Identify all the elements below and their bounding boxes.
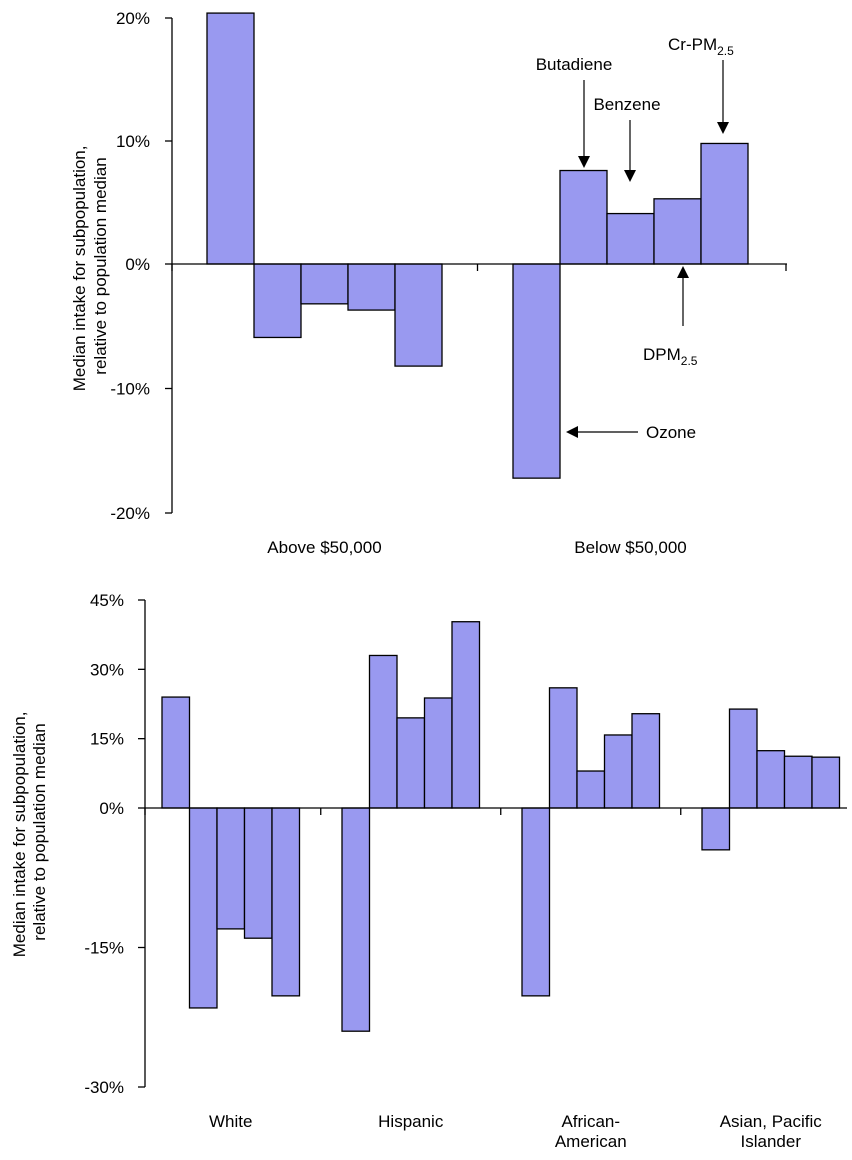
y-tick-label: 45% — [90, 591, 124, 610]
bar — [188, 807, 218, 1009]
category-label: White — [209, 1112, 252, 1131]
annotation-cr-pm25: Cr-PM2.5 — [668, 35, 734, 134]
bar — [271, 807, 301, 997]
bar — [451, 621, 481, 809]
annotation-ozone-label: Ozone — [646, 423, 696, 442]
annotation-butadiene: Butadiene — [536, 55, 613, 168]
annotation-benzene-label: Benzene — [593, 95, 660, 114]
y-tick-label: -20% — [110, 504, 150, 523]
annotation-ozone: Ozone — [566, 423, 696, 442]
cr-pm-text: Cr-PM — [668, 35, 717, 54]
bar — [243, 807, 273, 939]
income-category-labels: Above $50,000 Below $50,000 — [267, 538, 686, 557]
y-tick-label: 30% — [90, 660, 124, 679]
bar — [811, 756, 841, 809]
bar — [347, 263, 396, 311]
bar — [394, 263, 443, 367]
bar — [700, 142, 749, 265]
race-chart: 45% 30% 15% 0% -15% -30% Median intake for su… — [10, 591, 847, 1151]
category-label: Below $50,000 — [574, 538, 686, 557]
cr-pm-subscript: 2.5 — [717, 44, 734, 58]
category-label: Hispanic — [378, 1112, 444, 1131]
y-tick-label: 0% — [125, 255, 150, 274]
bar — [728, 708, 758, 809]
arrowhead-benzene — [624, 170, 636, 182]
y-tick-label: -30% — [84, 1078, 124, 1097]
bar — [206, 12, 255, 265]
race-y-ticks: 45% 30% 15% 0% -15% -30% — [84, 591, 682, 1097]
bar — [396, 717, 426, 809]
bar — [756, 750, 786, 809]
bar — [559, 169, 608, 265]
bar — [783, 755, 813, 809]
bar — [423, 697, 453, 809]
bar — [631, 713, 661, 809]
income-y-ticks: 20% 10% 0% -10% -20% — [110, 9, 787, 523]
y-tick-label: -10% — [110, 380, 150, 399]
bar — [161, 696, 191, 809]
dpm-text: DPM — [643, 345, 681, 364]
category-label: African-American — [555, 1112, 627, 1151]
bar — [341, 807, 371, 1032]
arrowhead-cr-pm25 — [717, 122, 729, 134]
annotation-dpm25-label: DPM2.5 — [643, 345, 698, 368]
bar — [253, 263, 302, 339]
bar — [300, 263, 349, 305]
bar — [701, 807, 731, 851]
arrowhead-dpm25 — [677, 266, 689, 278]
bar — [603, 734, 633, 809]
category-label: Asian, Pacific Islander — [720, 1112, 823, 1151]
y-tick-label: 0% — [99, 799, 124, 818]
dpm-subscript: 2.5 — [681, 354, 698, 368]
annotation-cr-pm25-label: Cr-PM2.5 — [668, 35, 734, 58]
annotation-benzene: Benzene — [593, 95, 661, 182]
race-y-axis-label: Median intake for subpopulation, relativ… — [10, 707, 49, 957]
y-tick-label: 20% — [116, 9, 150, 28]
annotation-butadiene-label: Butadiene — [536, 55, 613, 74]
race-category-labels: White Hispanic African-American Asian, Paci… — [209, 1112, 822, 1151]
y-tick-label: 10% — [116, 132, 150, 151]
bar — [548, 687, 578, 809]
arrowhead-ozone — [566, 426, 578, 438]
bar — [521, 807, 551, 997]
y-tick-label: -15% — [84, 939, 124, 958]
bar — [216, 807, 246, 930]
bar — [653, 198, 702, 265]
income-y-axis-label: Median intake for subpopulation, relativ… — [70, 141, 110, 391]
annotation-dpm25: DPM2.5 — [643, 266, 698, 368]
bar — [576, 770, 606, 809]
category-label: Above $50,000 — [267, 538, 381, 557]
arrowhead-butadiene — [578, 156, 590, 168]
bar — [606, 212, 655, 265]
y-tick-label: 15% — [90, 730, 124, 749]
income-bars — [206, 12, 749, 479]
bar — [368, 654, 398, 809]
bar — [512, 263, 561, 479]
race-bars — [161, 621, 841, 1032]
income-chart: 20% 10% 0% -10% -20% Median intake for subpo… — [70, 9, 787, 557]
